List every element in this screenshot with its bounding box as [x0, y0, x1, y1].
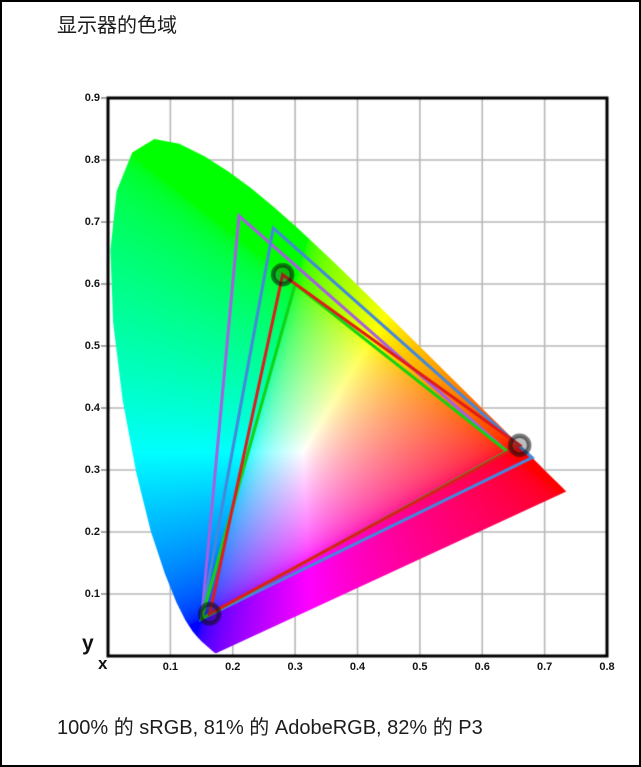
chromaticity-chart: y x 0.1 0.2 0.3 0.4 0.5 0.6 0.7 0.8 0.1 0.2 0.3 0.4… [2, 2, 639, 702]
x-tick-label: 0.1 [162, 661, 179, 673]
y-tick-label: 0.1 [84, 588, 100, 600]
x-tick-label: 0.4 [349, 661, 366, 673]
x-tick-label: 0.6 [474, 661, 490, 673]
gamut-caption: 100% 的 sRGB, 81% 的 AdobeRGB, 82% 的 P3 [57, 717, 483, 739]
y-tick-label: 0.9 [84, 92, 100, 104]
y-tick-label: 0.6 [84, 278, 100, 290]
y-tick-label: 0.2 [84, 526, 100, 538]
x-tick-label: 0.2 [225, 661, 241, 673]
x-tick-label: 0.8 [599, 661, 615, 673]
y-tick-label: 0.3 [84, 464, 100, 476]
y-tick-label: 0.7 [84, 216, 100, 228]
x-axis-label: x [98, 654, 108, 673]
x-tick-label: 0.3 [287, 661, 303, 673]
y-axis-label: y [82, 632, 94, 655]
y-tick-label: 0.5 [84, 340, 100, 352]
chromaticity-canvas [98, 88, 617, 666]
y-tick-label: 0.4 [84, 402, 100, 414]
x-tick-label: 0.5 [412, 661, 428, 673]
x-tick-label: 0.7 [536, 661, 553, 673]
y-tick-label: 0.8 [84, 154, 100, 166]
page-title: 显示器的色域 [57, 15, 177, 37]
